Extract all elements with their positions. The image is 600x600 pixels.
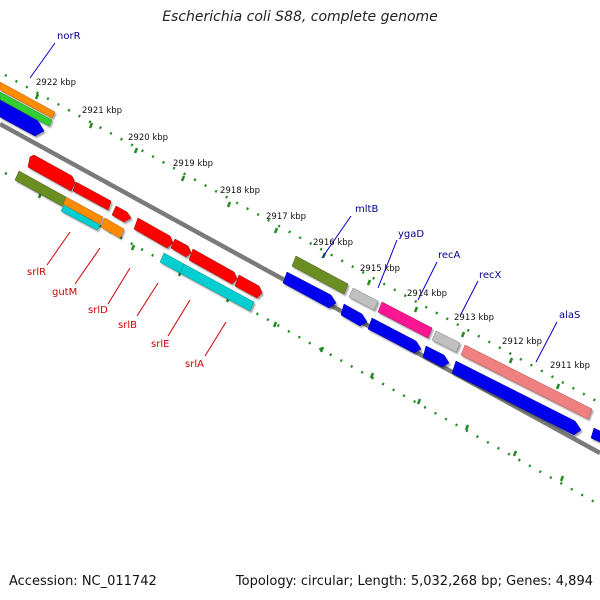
gene-label-srlB[interactable]: srlB xyxy=(118,320,137,331)
gene-label-srlA[interactable]: srlA xyxy=(185,359,204,370)
gene-cyan-srlE[interactable] xyxy=(159,252,185,274)
kbp-label-2919: 2919 kbp xyxy=(173,159,213,169)
gene-label-gutM[interactable]: gutM xyxy=(52,287,77,298)
gene-label-norR[interactable]: norR xyxy=(57,31,81,42)
gene-label-ygaD[interactable]: ygaD xyxy=(398,229,424,240)
gene-blue-edge[interactable] xyxy=(590,427,600,443)
gene-label-mltB[interactable]: mltB xyxy=(355,204,378,215)
gene-red-7[interactable] xyxy=(234,274,263,299)
gene-orange-gutM-a[interactable] xyxy=(62,196,104,225)
accession-text: Accession: NC_011742 xyxy=(9,574,157,589)
gene-label-srlR[interactable]: srlR xyxy=(27,267,46,278)
gene-orange-gutM-b[interactable] xyxy=(100,217,125,239)
kbp-label-2917: 2917 kbp xyxy=(266,212,306,222)
kbp-label-2920: 2920 kbp xyxy=(128,133,168,143)
kbp-label-2911: 2911 kbp xyxy=(550,361,590,371)
gene-magenta-recA[interactable] xyxy=(377,301,433,339)
kbp-label-2915: 2915 kbp xyxy=(360,264,400,274)
gene-olive-mltB[interactable] xyxy=(291,255,349,295)
gene-label-alaS[interactable]: alaS xyxy=(559,310,580,321)
gene-cyan-srlR-b[interactable] xyxy=(60,204,101,231)
map-title: Escherichia coli S88, complete genome xyxy=(162,9,438,25)
gene-olive-srlR[interactable] xyxy=(14,170,67,207)
gene-gray-ygaD[interactable] xyxy=(348,287,379,311)
kbp-label-2921: 2921 kbp xyxy=(82,106,122,116)
gene-red-5[interactable] xyxy=(170,238,192,258)
kbp-label-2922: 2922 kbp xyxy=(36,78,76,88)
kbp-label-2916: 2916 kbp xyxy=(313,238,353,248)
gene-red-3[interactable] xyxy=(111,205,132,223)
gene-blue-ygaD[interactable] xyxy=(340,303,368,327)
genome-summary-text: Topology: circular; Length: 5,032,268 bp… xyxy=(235,574,593,589)
gene-label-recA[interactable]: recA xyxy=(438,250,461,261)
gene-label-srlD[interactable]: srlD xyxy=(88,305,108,316)
kbp-label-2918: 2918 kbp xyxy=(220,186,260,196)
gene-blue-recX[interactable] xyxy=(422,345,450,368)
gene-blue-alaS[interactable] xyxy=(451,360,582,436)
gene-red-6[interactable] xyxy=(188,248,238,285)
gene-gray-recX[interactable] xyxy=(431,330,461,353)
top-callout-lines xyxy=(29,42,558,363)
gene-orange-norR-region[interactable] xyxy=(0,81,56,119)
gene-green-norR-region[interactable] xyxy=(0,91,53,127)
bottom-callout-lines xyxy=(46,231,227,357)
gene-label-recX[interactable]: recX xyxy=(479,270,502,281)
kbp-label-2914: 2914 kbp xyxy=(407,289,447,299)
kbp-label-2913: 2913 kbp xyxy=(454,313,494,323)
gene-label-srlE[interactable]: srlE xyxy=(151,339,169,350)
gene-red-4[interactable] xyxy=(133,217,174,249)
gene-blue-mltB[interactable] xyxy=(282,271,337,309)
upper-tick-guide xyxy=(4,73,600,405)
gene-red-2[interactable] xyxy=(72,181,112,211)
gene-blue-recA[interactable] xyxy=(367,317,422,354)
gene-pink-alaS[interactable] xyxy=(460,344,593,420)
gene-cyan-srlA[interactable] xyxy=(179,263,255,312)
gene-red-1[interactable] xyxy=(27,154,76,192)
kbp-label-2912: 2912 kbp xyxy=(502,337,542,347)
gene-blue-norR[interactable] xyxy=(0,99,45,137)
